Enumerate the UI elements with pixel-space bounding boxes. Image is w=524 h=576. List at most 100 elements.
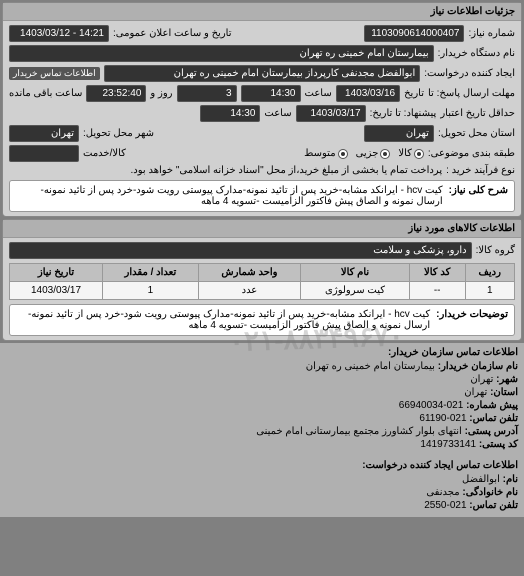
buyer-notes-label: توضیحات خریدار: [436,309,508,331]
row-deadline: مهلت ارسال پاسخ: تا تاریخ ساعت روز و ساع… [9,85,515,102]
col-code: کد کالا [409,264,465,282]
request-no-label: شماره نیاز: [468,28,515,39]
contact-address-label: آدرس پستی: [465,426,518,437]
contact-phone-value: 61190-021 [419,413,466,424]
radio-motavassat[interactable]: متوسط [304,148,347,159]
contact-province-line: استان: تهران [6,387,518,398]
announce-date-label: تاریخ و ساعت اعلان عمومی: [113,28,232,39]
contact-postal-line: کد پستی: 1419733141 [6,439,518,450]
time-remain-field[interactable] [86,85,146,102]
deadline-time-field[interactable] [241,85,301,102]
contact-phone-line: تلفن تماس: 61190-021 [6,413,518,424]
contact-prefix-label: پیش شماره: [466,400,518,411]
goods-group-label: گروه کالا: [476,245,515,256]
deadline-date-field[interactable] [336,85,400,102]
goods-group-field[interactable] [9,242,472,259]
main-panel: جزئیات اطلاعات نیاز شماره نیاز: تاریخ و … [2,2,522,217]
req-name-value: ابوالفضل [462,474,500,485]
deadline-saat-label: ساعت [305,88,332,99]
deadline-tatarikh: تاریخ [404,88,424,99]
req-phone-line: تلفن تماس: 2550-021 [6,500,518,511]
contact-postal-label: کد پستی: [479,439,518,450]
roz-va-label: روز و [150,88,172,99]
delivery-city-label: شهر محل تحویل: [83,128,154,139]
row-validity: حداقل تاریخ اعتبار پیشنهاد: تا تاریخ: سا… [9,105,515,122]
contact-prefix-value: 66940034-021 [399,400,464,411]
radio-kala[interactable]: کالا [398,148,424,159]
process-label: نوع فرآیند خرید : [446,165,515,176]
radio-motavassat-label: متوسط [304,148,335,159]
goods-panel-header: اطلاعات کالاهای مورد نیاز [3,220,521,238]
radio-kala-label: کالا [398,148,412,159]
radio-jozi-circle [380,149,390,159]
row-delivery: استان محل تحویل: شهر محل تحویل: [9,125,515,142]
row-ranking: طبقه بندی موضوعی: کالا جزیی متوسط کالا/خ… [9,145,515,162]
goods-table: ردیف کد کالا نام کالا واحد شمارش تعداد /… [9,263,515,300]
buyer-notes-text: کیت hcv - ایرانکد مشابه-خرید پس از تائید… [16,309,430,331]
req-name-label: نام: [503,474,518,485]
validity-label: حداقل تاریخ اعتبار [440,108,515,119]
contact-phone-label: تلفن تماس: [469,413,518,424]
request-no-field[interactable] [364,25,464,42]
contact-address-value: انتهای بلوار کشاورز مجتمع بیمارستانی اما… [256,426,461,437]
contact-address-line: آدرس پستی: انتهای بلوار کشاورز مجتمع بیم… [6,426,518,437]
radio-jozi-label: جزیی [356,148,379,159]
req-name-line: نام: ابوالفضل [6,474,518,485]
contact-org-label: نام سازمان خریدار: [438,361,518,372]
buyer-contact-link[interactable]: اطلاعات تماس خریدار [9,67,100,80]
row-goods-group: گروه کالا: [9,242,515,259]
buyer-notes-box: توضیحات خریدار: کیت hcv - ایرانکد مشابه-… [9,304,515,336]
kala-khadamat-label: کالا/خدمت [83,148,126,159]
contact-requester-header: اطلاعات تماس ایجاد کننده درخواست: [6,460,518,471]
req-family-label: نام خانوادگی: [462,487,518,498]
radio-jozi[interactable]: جزیی [356,148,391,159]
contact-buyer-header: اطلاعات تماس سازمان خریدار: [6,347,518,358]
col-date: تاریخ نیاز [10,264,103,282]
contact-org-value: بیمارستان امام خمینی ره تهران [306,361,435,372]
kala-khadamat-field[interactable] [9,145,79,162]
days-remain-field[interactable] [177,85,237,102]
contact-prefix-line: پیش شماره: 66940034-021 [6,400,518,411]
contact-province-label: استان: [490,387,518,398]
cell-row: 1 [465,282,515,300]
general-desc-text: کیت hcv - ایرانکد مشابه-خرید پس از تائید… [16,185,443,207]
validity-date-field[interactable] [296,105,366,122]
contact-buyer-section: اطلاعات تماس سازمان خریدار: نام سازمان خ… [0,343,524,456]
deadline-label: مهلت ارسال پاسخ: تا [428,88,515,99]
requester-field[interactable] [104,65,421,82]
validity-tatarikh: پیشنهاد: تا تاریخ: [370,108,437,119]
contact-city-value: تهران [470,374,493,385]
delivery-province-field[interactable] [364,125,434,142]
delivery-city-field[interactable] [9,125,79,142]
col-qty: تعداد / مقدار [103,264,199,282]
goods-table-header-row: ردیف کد کالا نام کالا واحد شمارش تعداد /… [10,264,515,282]
cell-code: -- [409,282,465,300]
main-panel-header: جزئیات اطلاعات نیاز [3,3,521,21]
goods-panel-body: گروه کالا: ردیف کد کالا نام کالا واحد شم… [3,238,521,340]
table-row[interactable]: 1 -- کیت سرولوژی عدد 1 1403/03/17 [10,282,515,300]
row-request-no: شماره نیاز: تاریخ و ساعت اعلان عمومی: [9,25,515,42]
general-desc-label: شرح کلی نیاز: [449,185,508,207]
row-requester: ایجاد کننده درخواست: اطلاعات تماس خریدار [9,65,515,82]
validity-saat-label: ساعت [264,108,291,119]
radio-kala-circle [414,149,424,159]
process-text: پرداخت تمام یا بخشی از مبلغ خرید،از محل … [131,165,443,176]
requester-label: ایجاد کننده درخواست: [424,68,515,79]
validity-time-field[interactable] [200,105,260,122]
col-unit: واحد شمارش [198,264,301,282]
ranking-radio-group: کالا جزیی متوسط [304,148,424,159]
device-field[interactable] [9,45,434,62]
req-phone-label: تلفن تماس: [469,500,518,511]
req-family-value: مجدنفی [426,487,459,498]
cell-date: 1403/03/17 [10,282,103,300]
device-label: نام دستگاه خریدار: [438,48,515,59]
cell-name: کیت سرولوژی [301,282,410,300]
cell-unit: عدد [198,282,301,300]
main-panel-body: شماره نیاز: تاریخ و ساعت اعلان عمومی: نا… [3,21,521,216]
contact-postal-value: 1419733141 [420,439,476,450]
ranking-label: طبقه بندی موضوعی: [428,148,515,159]
radio-motavassat-circle [338,149,348,159]
announce-date-field[interactable] [9,25,109,42]
saat-baghi-label: ساعت باقی مانده [9,88,82,99]
cell-qty: 1 [103,282,199,300]
